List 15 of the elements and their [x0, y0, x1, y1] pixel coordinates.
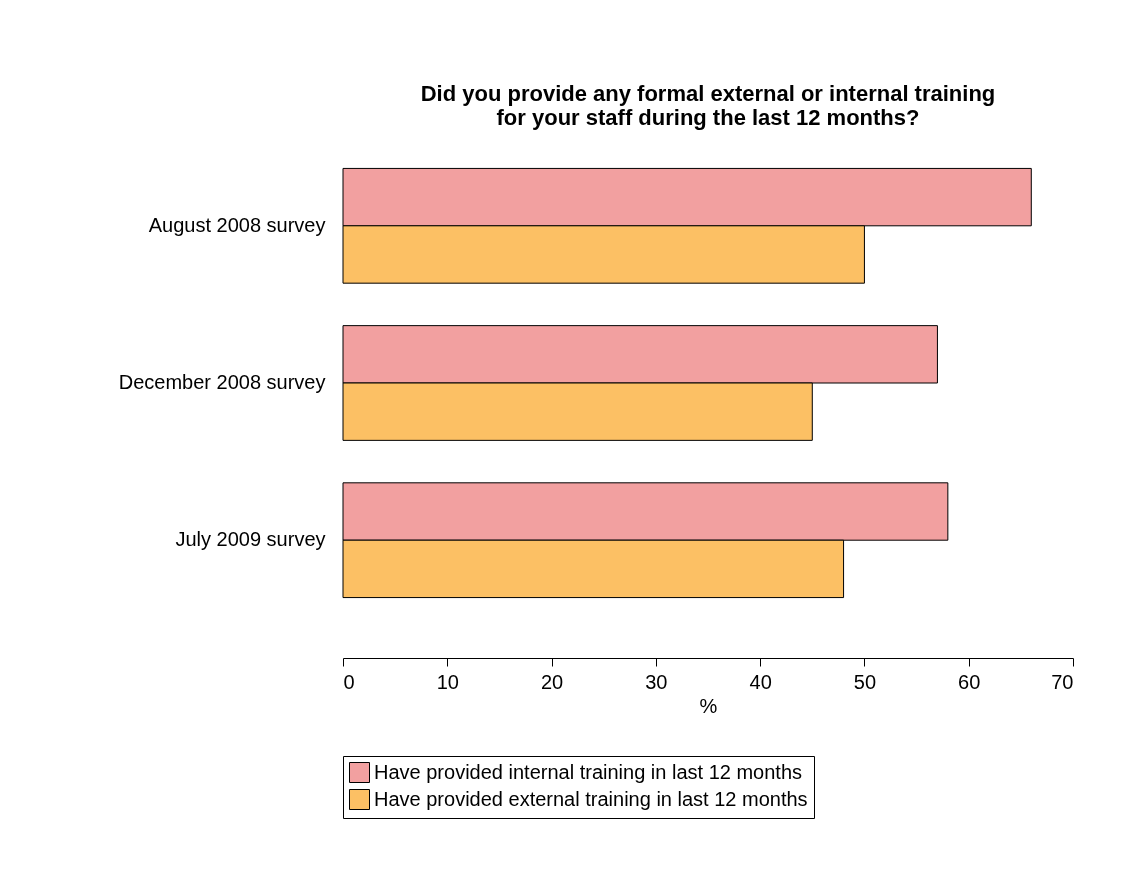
- x-axis-title: %: [699, 694, 718, 717]
- legend-label: Have provided internal training in last 12 months: [374, 760, 803, 783]
- y-tick-label: December 2008 survey: [118, 371, 326, 393]
- y-tick-label: August 2008 survey: [148, 213, 326, 236]
- y-tick-label: July 2009 survey: [175, 528, 326, 551]
- x-tick-label: 40: [749, 670, 772, 693]
- x-tick-label: 60: [958, 670, 981, 693]
- x-tick-label: 10: [436, 670, 459, 693]
- x-tick-label: 0: [343, 670, 355, 693]
- x-tick-label: 30: [645, 670, 668, 693]
- chart-title: Did you provide any formal external or internal training for your staff during the last 12 months?: [420, 81, 996, 130]
- x-tick-label: 70: [1051, 670, 1074, 693]
- x-tick-label: 20: [540, 670, 564, 693]
- x-tick-label: 50: [853, 670, 877, 693]
- legend-label: Have provided external training in last 12 months: [374, 787, 808, 810]
